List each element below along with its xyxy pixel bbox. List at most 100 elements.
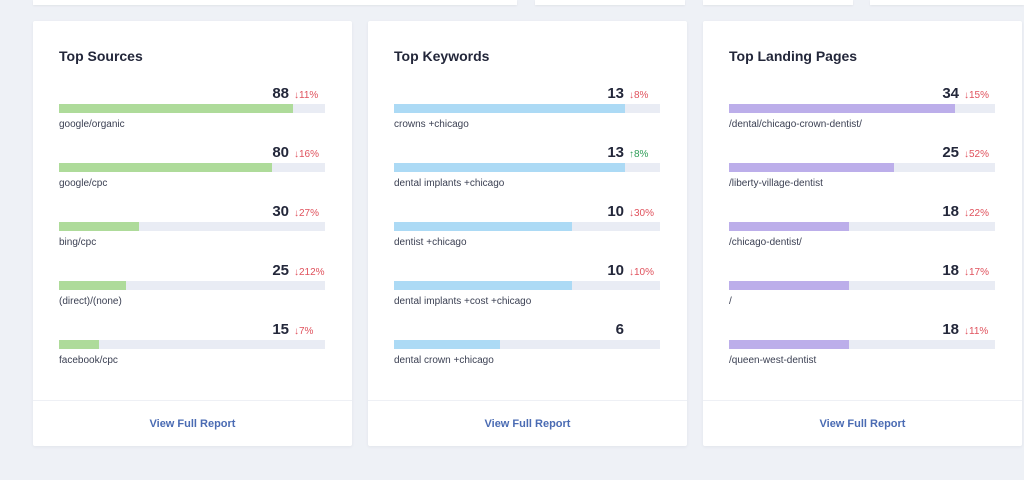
top-keywords-card: Top Keywords 13 ↓8% crowns +chicago 13 ↑8% de… bbox=[368, 21, 687, 446]
row-label: bing/cpc bbox=[59, 237, 97, 248]
progress-track bbox=[394, 163, 660, 172]
progress-track bbox=[729, 340, 995, 349]
card-title: Top Sources bbox=[59, 48, 143, 64]
change-badge: ↓30% bbox=[629, 208, 655, 219]
card-footer: View Full Report bbox=[703, 400, 1022, 446]
row-value: 18 bbox=[942, 203, 959, 220]
sources-list: 88 ↓11% google/organic 80 ↓16% google/cpc 30 ↓2… bbox=[59, 85, 325, 380]
card-title: Top Keywords bbox=[394, 48, 490, 64]
progress-track bbox=[729, 222, 995, 231]
row-value: 18 bbox=[942, 321, 959, 338]
change-badge: ↓22% bbox=[964, 208, 990, 219]
row-label: facebook/cpc bbox=[59, 355, 118, 366]
row-value: 25 bbox=[272, 262, 289, 279]
view-full-report-link[interactable]: View Full Report bbox=[819, 417, 906, 430]
row-label: dental crown +chicago bbox=[394, 355, 494, 366]
list-item[interactable]: 34 ↓15% /dental/chicago-crown-dentist/ bbox=[729, 85, 995, 144]
change-badge: ↓10% bbox=[629, 267, 655, 278]
row-label: /dental/chicago-crown-dentist/ bbox=[729, 119, 862, 130]
progress-fill bbox=[729, 222, 849, 231]
progress-fill bbox=[394, 222, 573, 231]
row-metrics: 18 ↓11% bbox=[942, 321, 992, 339]
row-value: 30 bbox=[272, 203, 289, 220]
list-item[interactable]: 13 ↑8% dental implants +chicago bbox=[394, 144, 660, 203]
progress-fill bbox=[394, 281, 573, 290]
change-badge: ↓7% bbox=[294, 326, 314, 337]
list-item[interactable]: 25 ↓212% (direct)/(none) bbox=[59, 262, 325, 321]
progress-fill bbox=[394, 340, 501, 349]
progress-track bbox=[729, 281, 995, 290]
row-value: 13 bbox=[607, 85, 624, 102]
progress-fill bbox=[394, 104, 626, 113]
row-value: 6 bbox=[615, 321, 624, 338]
row-metrics: 10 ↓10% bbox=[607, 262, 657, 280]
progress-fill bbox=[59, 281, 126, 290]
landing-pages-list: 34 ↓15% /dental/chicago-crown-dentist/25 ↓5… bbox=[729, 85, 995, 380]
row-value: 18 bbox=[942, 262, 959, 279]
list-item[interactable]: 18 ↓17% / bbox=[729, 262, 995, 321]
list-item[interactable]: 25 ↓52% /liberty-village-dentist bbox=[729, 144, 995, 203]
view-full-report-link[interactable]: View Full Report bbox=[484, 417, 571, 430]
row-value: 13 bbox=[607, 144, 624, 161]
row-label: (direct)/(none) bbox=[59, 296, 122, 307]
top-landing-pages-card: Top Landing Pages 34 ↓15% /dental/chicago-… bbox=[703, 21, 1022, 446]
progress-track bbox=[394, 281, 660, 290]
change-badge: ↓27% bbox=[294, 208, 320, 219]
progress-fill bbox=[729, 104, 956, 113]
row-value: 15 bbox=[272, 321, 289, 338]
row-metrics: 6 bbox=[616, 321, 657, 339]
progress-fill bbox=[59, 163, 272, 172]
progress-track bbox=[59, 222, 325, 231]
row-metrics: 25 ↓212% bbox=[272, 262, 325, 280]
row-metrics: 10 ↓30% bbox=[607, 203, 657, 221]
progress-fill bbox=[59, 222, 139, 231]
row-value: 10 bbox=[607, 203, 624, 220]
row-label: dentist +chicago bbox=[394, 237, 467, 248]
progress-track bbox=[729, 104, 995, 113]
change-badge: ↓17% bbox=[964, 267, 990, 278]
list-item[interactable]: 18 ↓11% /queen-west-dentist bbox=[729, 321, 995, 380]
row-label: dental implants +chicago bbox=[394, 178, 505, 189]
change-badge: ↓15% bbox=[964, 90, 990, 101]
change-badge: ↓212% bbox=[294, 267, 325, 278]
row-value: 10 bbox=[607, 262, 624, 279]
row-value: 34 bbox=[942, 85, 959, 102]
row-label: crowns +chicago bbox=[394, 119, 469, 130]
list-item[interactable]: 10 ↓30% dentist +chicago bbox=[394, 203, 660, 262]
card-above-top-strip bbox=[703, 0, 853, 5]
change-badge: ↓11% bbox=[964, 326, 989, 337]
progress-fill bbox=[394, 163, 626, 172]
list-item[interactable]: 18 ↓22% /chicago-dentist/ bbox=[729, 203, 995, 262]
row-label: /liberty-village-dentist bbox=[729, 178, 823, 189]
row-metrics: 18 ↓17% bbox=[942, 262, 992, 280]
row-label: google/cpc bbox=[59, 178, 108, 189]
change-badge: ↓8% bbox=[629, 90, 649, 101]
list-item[interactable]: 6 dental crown +chicago bbox=[394, 321, 660, 380]
view-full-report-link[interactable]: View Full Report bbox=[149, 417, 236, 430]
card-above-top-strip bbox=[33, 0, 517, 5]
row-metrics: 18 ↓22% bbox=[942, 203, 992, 221]
row-label: /chicago-dentist/ bbox=[729, 237, 802, 248]
progress-track bbox=[729, 163, 995, 172]
row-metrics: 34 ↓15% bbox=[942, 85, 992, 103]
row-metrics: 30 ↓27% bbox=[272, 203, 322, 221]
progress-track bbox=[59, 104, 325, 113]
card-title: Top Landing Pages bbox=[729, 48, 858, 64]
progress-fill bbox=[59, 340, 99, 349]
list-item[interactable]: 88 ↓11% google/organic bbox=[59, 85, 325, 144]
progress-track bbox=[394, 222, 660, 231]
row-label: google/organic bbox=[59, 119, 125, 130]
change-badge: ↓16% bbox=[294, 149, 320, 160]
change-badge: ↑8% bbox=[629, 149, 649, 160]
progress-fill bbox=[729, 340, 849, 349]
row-value: 25 bbox=[942, 144, 959, 161]
list-item[interactable]: 10 ↓10% dental implants +cost +chicago bbox=[394, 262, 660, 321]
row-label: dental implants +cost +chicago bbox=[394, 296, 532, 307]
change-badge: ↓11% bbox=[294, 90, 319, 101]
list-item[interactable]: 15 ↓7% facebook/cpc bbox=[59, 321, 325, 380]
list-item[interactable]: 80 ↓16% google/cpc bbox=[59, 144, 325, 203]
list-item[interactable]: 13 ↓8% crowns +chicago bbox=[394, 85, 660, 144]
progress-track bbox=[59, 340, 325, 349]
list-item[interactable]: 30 ↓27% bing/cpc bbox=[59, 203, 325, 262]
progress-fill bbox=[729, 281, 849, 290]
